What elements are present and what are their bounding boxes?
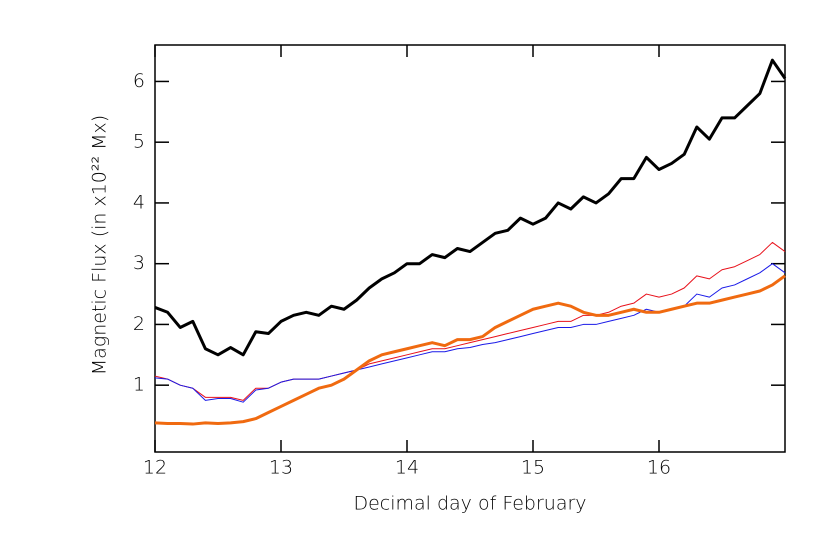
plot-frame [154,44,786,453]
data-line [154,274,786,426]
y-tick-label: 2 [133,313,145,335]
y-tick-label: 5 [133,131,145,153]
x-tick-label: 13 [269,457,293,479]
y-tick-label: 3 [133,252,145,274]
x-tick-label: 16 [647,457,671,479]
y-tick-label: 6 [133,70,145,92]
x-tick-label: 15 [521,457,545,479]
x-tick-label: 12 [143,457,167,479]
x-axis-label: Decimal day of February [353,493,586,515]
y-tick-label: 1 [133,374,145,396]
y-axis-label: Magnetic Flux (in x10²² Mx) [89,115,111,375]
data-line [154,58,787,357]
data-line [154,263,786,403]
data-line [154,241,786,401]
y-tick-label: 4 [133,191,145,213]
x-tick-label: 14 [395,457,419,479]
